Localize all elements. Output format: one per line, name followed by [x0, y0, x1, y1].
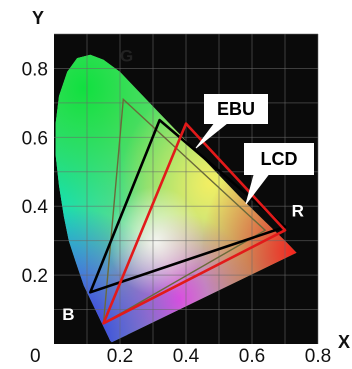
x-tick-label: 0.8 — [305, 346, 331, 367]
y-tick-label: 0.8 — [22, 59, 48, 80]
callout-box — [244, 143, 314, 175]
y-axis-title: Y — [32, 8, 44, 28]
x-tick-label: 0.2 — [107, 346, 133, 367]
x-tick-label: 0.6 — [239, 346, 265, 367]
axis-ticks: 0.2 0.4 0.6 0.8 0.2 0.4 0.6 0.8 — [22, 59, 332, 367]
callout-ebu: EBU — [195, 94, 268, 149]
series-ebu-triangle — [102, 122, 287, 325]
y-tick-label: 0.2 — [22, 266, 48, 287]
vertex-label-r: R — [292, 202, 304, 221]
x-tick-label: 0.4 — [173, 346, 200, 367]
callout-label: LCD — [261, 149, 298, 169]
grid-lines — [54, 33, 319, 344]
vertex-label-b: B — [62, 305, 74, 324]
callout-box — [204, 94, 268, 124]
y-tick-label: 0.4 — [22, 197, 49, 218]
callout-lcd: LCD — [244, 143, 314, 205]
y-tick-label: 0.6 — [22, 128, 48, 149]
vertex-labels: G R B — [62, 47, 304, 324]
x-axis-title: X — [338, 332, 350, 352]
vertex-label-g: G — [120, 47, 133, 66]
gamut-triangles — [89, 97, 287, 325]
callout-label: EBU — [217, 99, 255, 119]
series-lcd-triangle — [89, 118, 287, 294]
origin-label: 0 — [30, 346, 41, 367]
reference-gamut-triangle — [102, 97, 267, 325]
series-callouts: EBU LCD — [195, 94, 314, 205]
